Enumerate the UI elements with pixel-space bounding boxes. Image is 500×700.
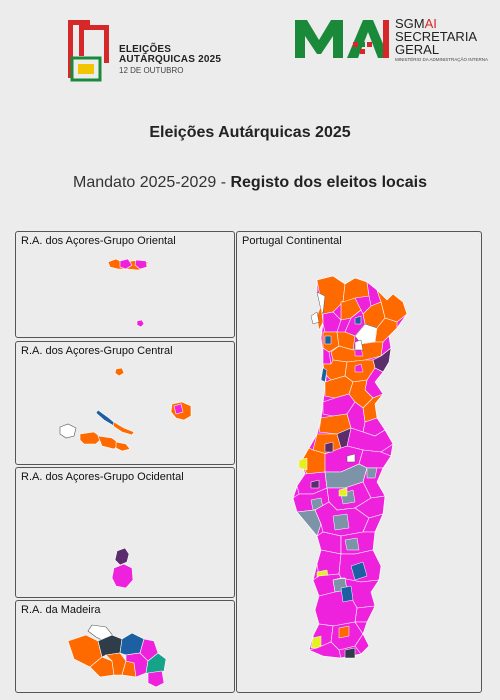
region-viseu-dot — [354, 363, 364, 373]
island-sao-jorge-west — [95, 409, 117, 427]
region-north-white — [310, 311, 320, 325]
region-oeste-yellow — [298, 457, 308, 471]
island-santa-maria — [136, 319, 145, 328]
panel-madeira[interactable]: R.A. da Madeira — [15, 600, 235, 693]
island-flores — [111, 563, 134, 589]
region-tamega — [336, 331, 356, 351]
sgmai-ministry: MINISTÉRIO DA ADMINISTRAÇÃO INTERNA — [395, 57, 489, 62]
region-santarem-dot — [346, 453, 356, 463]
sgmai-name: SGMAI — [395, 17, 437, 30]
panel-label-acores-oriental: R.A. dos Açores-Grupo Oriental — [21, 235, 176, 247]
region-evora-grey2 — [332, 513, 350, 531]
elections-logo: ELEIÇÕES AUTÁRQUICAS 2025 12 DE OUTUBRO — [66, 18, 226, 88]
sgmai-logo: SGMAI SECRETARIA GERAL MINISTÉRIO DA ADM… — [293, 14, 488, 64]
island-faial — [59, 423, 77, 439]
region-mertola — [354, 605, 376, 623]
region-lisboa-dot — [310, 479, 320, 489]
panel-acores-ocidental[interactable]: R.A. dos Açores-Grupo Ocidental — [15, 467, 235, 598]
region-algarve-orange — [338, 625, 350, 639]
region-mid-blue — [354, 315, 362, 325]
panel-acores-central[interactable]: R.A. dos Açores-Grupo Central — [15, 341, 235, 465]
panel-continental[interactable]: Portugal Continental — [236, 231, 482, 693]
map-continental — [292, 275, 408, 659]
region-mid-yellow — [338, 487, 348, 497]
elections-logo-mark — [68, 20, 109, 82]
region-interior-purple-2 — [324, 441, 334, 453]
region-algarve-south — [308, 641, 342, 659]
page-title: Eleições Autárquicas 2025 — [149, 124, 351, 141]
map-acores-ocidental — [111, 547, 134, 589]
sgmai-line3: GERAL — [395, 42, 440, 57]
panel-label-continental: Portugal Continental — [242, 235, 342, 247]
subtitle-prefix: Mandato 2025-2029 - — [73, 174, 231, 191]
region-mid-white — [354, 339, 364, 351]
region-beja-grey — [344, 537, 360, 551]
region-porto-center — [324, 335, 332, 345]
map-madeira — [67, 624, 167, 688]
sgmai-logo-mark — [295, 20, 389, 58]
region-center-blue — [340, 585, 354, 603]
elections-logo-date: 12 DE OUTUBRO — [119, 66, 184, 75]
island-terceira-east — [173, 403, 184, 415]
panel-label-acores-central: R.A. dos Açores-Grupo Central — [21, 345, 173, 357]
map-acores-oriental — [107, 258, 149, 328]
sgmai-line2: SECRETARIA — [395, 29, 478, 44]
region-coast-orange-1 — [316, 305, 324, 331]
panel-acores-oriental[interactable]: R.A. dos Açores-Grupo Oriental — [15, 231, 235, 338]
region-algarve-dark — [344, 647, 356, 659]
island-pico-east — [115, 441, 131, 452]
region-tejo-grey — [366, 467, 378, 479]
sgmai-name-prefix: SGM — [395, 16, 425, 31]
elections-logo-line1: ELEIÇÕES — [119, 44, 172, 55]
page-subtitle: Mandato 2025-2029 - Registo dos eleitos … — [0, 174, 500, 192]
region-setubal — [296, 509, 322, 537]
header: ELEIÇÕES AUTÁRQUICAS 2025 12 DE OUTUBRO … — [0, 0, 500, 105]
sgmai-name-accent: AI — [424, 16, 437, 31]
panel-label-madeira: R.A. da Madeira — [21, 604, 101, 616]
region-algarve-east — [354, 621, 370, 655]
island-graciosa — [114, 367, 125, 377]
island-sao-jorge-east — [112, 421, 135, 436]
elections-logo-line2: AUTÁRQUICAS 2025 — [119, 54, 222, 65]
madeira-porto-santo — [147, 670, 165, 688]
island-pico-west — [79, 431, 103, 445]
island-corvo — [114, 547, 130, 566]
subtitle-bold: Registo dos eleitos locais — [230, 174, 427, 191]
madeira-santa-cruz — [145, 652, 167, 676]
map-acores-central — [59, 367, 192, 452]
island-sao-miguel-east — [119, 258, 133, 270]
region-beja-blue — [350, 561, 368, 581]
island-sao-miguel-west — [134, 259, 148, 270]
panel-label-acores-ocidental: R.A. dos Açores-Grupo Ocidental — [21, 471, 184, 483]
